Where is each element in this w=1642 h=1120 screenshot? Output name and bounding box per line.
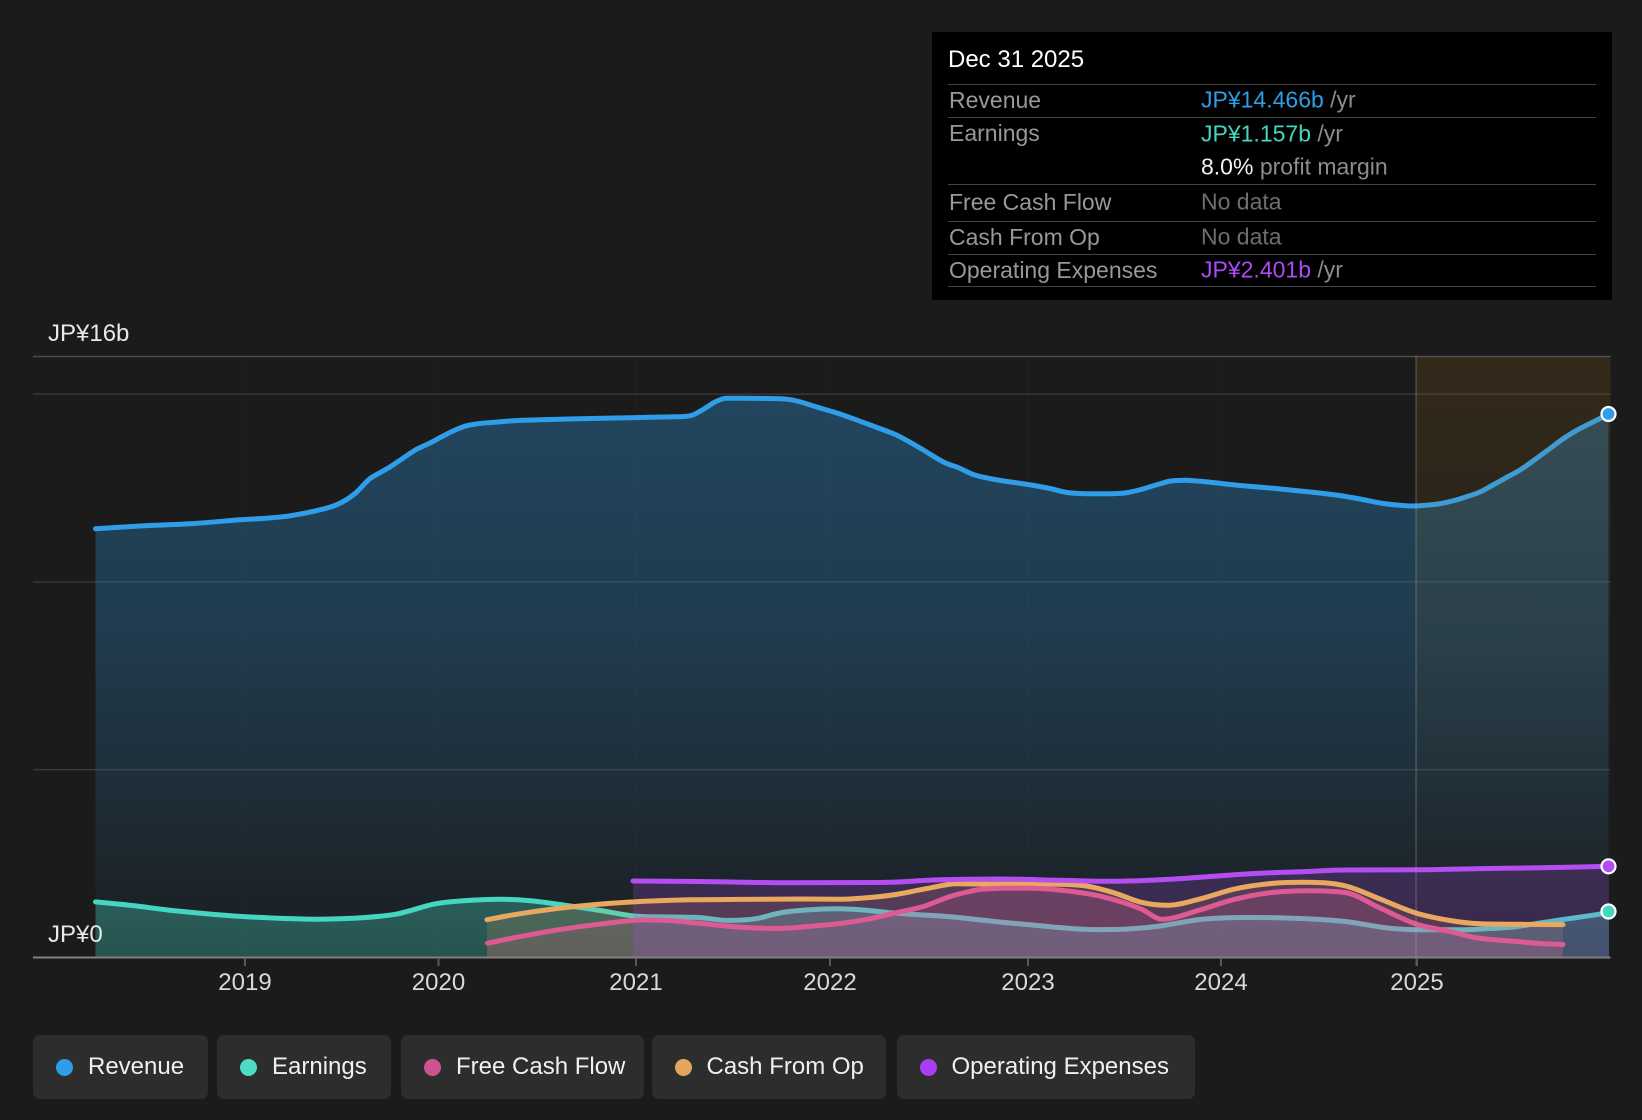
svg-text:2022: 2022 bbox=[803, 969, 856, 996]
svg-text:2023: 2023 bbox=[1001, 969, 1054, 996]
svg-text:2020: 2020 bbox=[412, 969, 465, 996]
svg-text:2025: 2025 bbox=[1390, 969, 1443, 996]
svg-text:JP¥16b: JP¥16b bbox=[48, 320, 129, 347]
svg-text:JP¥0: JP¥0 bbox=[48, 921, 103, 948]
svg-text:2024: 2024 bbox=[1194, 969, 1247, 996]
svg-text:2021: 2021 bbox=[609, 969, 662, 996]
svg-text:2019: 2019 bbox=[218, 969, 271, 996]
